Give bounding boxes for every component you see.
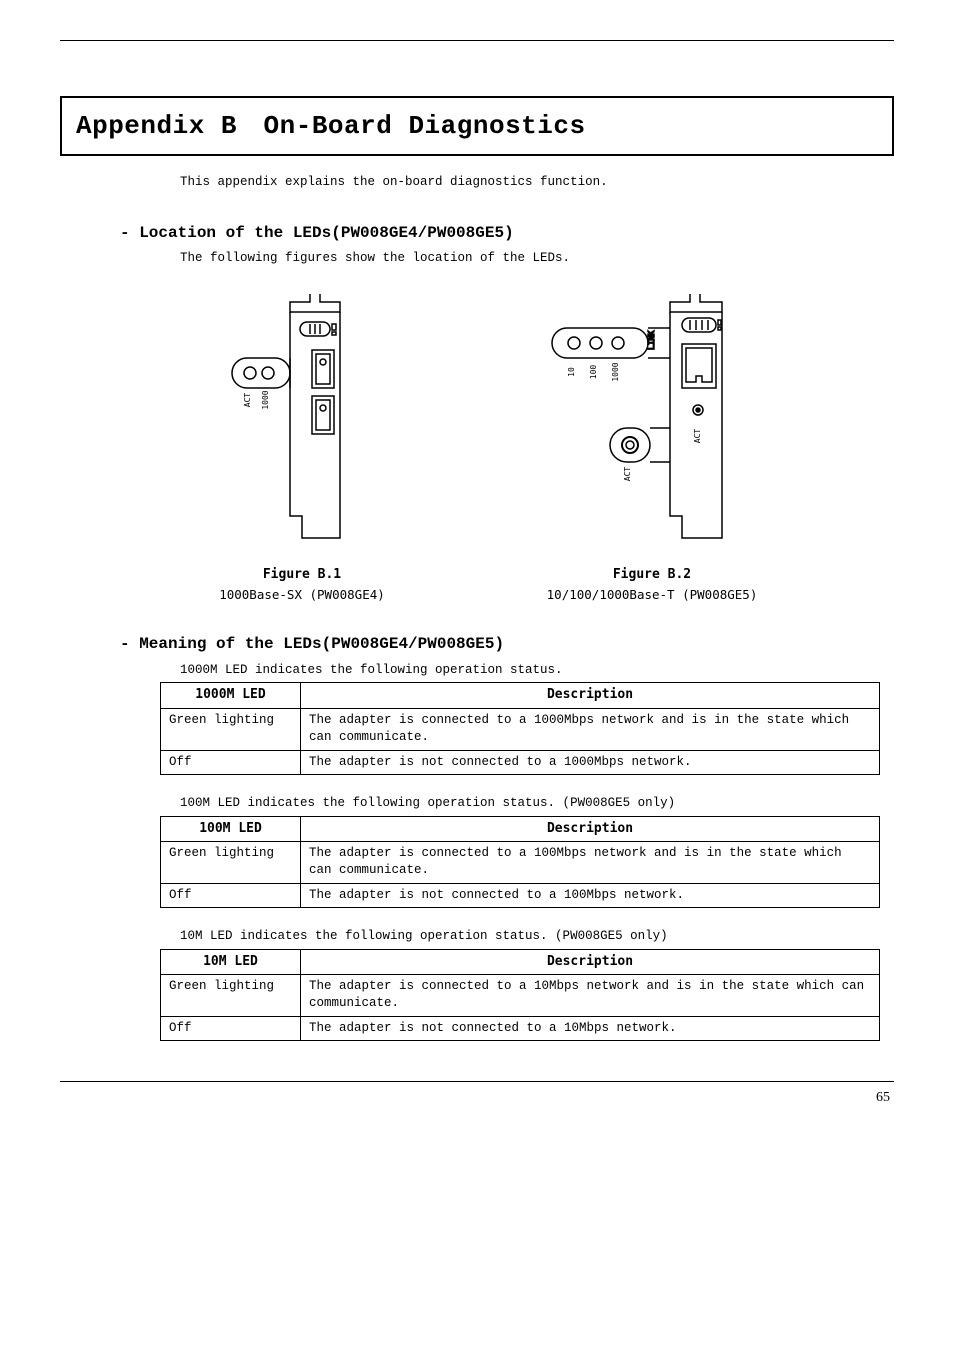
section-location-body: The following figures show the location … (180, 250, 894, 268)
t1000-intro: 1000M LED indicates the following operat… (180, 662, 894, 680)
caption-left: Figure B.1 1000Base-SX (PW008GE4) (172, 566, 432, 604)
t100-col1: 100M LED (161, 816, 301, 841)
figures-row: ACT 1000 LINK (60, 288, 894, 548)
table-row: Green lighting The adapter is connected … (161, 708, 880, 750)
svg-text:ACT: ACT (243, 392, 252, 407)
intro-text: This appendix explains the on-board diag… (180, 174, 894, 192)
section-meaning-heading: - Meaning of the LEDs(PW008GE4/PW008GE5) (120, 633, 894, 655)
appendix-title: Appendix B On-Board Diagnostics (76, 108, 878, 144)
t100-r0-desc: The adapter is connected to a 100Mbps ne… (301, 841, 880, 883)
t1000-col2: Description (301, 683, 880, 708)
svg-text:1000: 1000 (261, 390, 270, 409)
top-rule (60, 40, 894, 41)
svg-text:100: 100 (589, 364, 598, 379)
svg-text:ACT: ACT (623, 466, 632, 481)
table-row: Off The adapter is not connected to a 10… (161, 1016, 880, 1041)
caption-left-sub: 1000Base-SX (PW008GE4) (172, 586, 432, 604)
t10-r0-led: Green lighting (161, 974, 301, 1016)
caption-right: Figure B.2 10/100/1000Base-T (PW008GE5) (522, 566, 782, 604)
t10-col1: 10M LED (161, 949, 301, 974)
table-row: 10M LED Description (161, 949, 880, 974)
t10-r1-led: Off (161, 1016, 301, 1041)
t1000-r1-led: Off (161, 750, 301, 775)
caption-left-title: Figure B.1 (172, 566, 432, 584)
table-row: 100M LED Description (161, 816, 880, 841)
figure-b2-svg: LINK 10 (522, 288, 742, 548)
t10-col2: Description (301, 949, 880, 974)
t1000-table: 1000M LED Description Green lighting The… (160, 682, 880, 775)
table-row: Off The adapter is not connected to a 10… (161, 883, 880, 908)
svg-text:1000: 1000 (611, 362, 620, 381)
t1000-r0-desc: The adapter is connected to a 1000Mbps n… (301, 708, 880, 750)
t100-r0-led: Green lighting (161, 841, 301, 883)
figure-right: LINK 10 (522, 288, 742, 548)
t10-r0-desc: The adapter is connected to a 10Mbps net… (301, 974, 880, 1016)
t10-r1-desc: The adapter is not connected to a 10Mbps… (301, 1016, 880, 1041)
caption-right-title: Figure B.2 (522, 566, 782, 584)
table-row: 1000M LED Description (161, 683, 880, 708)
t100-r1-desc: The adapter is not connected to a 100Mbp… (301, 883, 880, 908)
t10-table: 10M LED Description Green lighting The a… (160, 949, 880, 1042)
table-row: Green lighting The adapter is connected … (161, 974, 880, 1016)
table-row: Off The adapter is not connected to a 10… (161, 750, 880, 775)
t100-r1-led: Off (161, 883, 301, 908)
t10-intro: 10M LED indicates the following operatio… (180, 928, 894, 946)
bottom-rule (60, 1081, 894, 1082)
t100-col2: Description (301, 816, 880, 841)
svg-text:10: 10 (567, 367, 576, 377)
page-number: 65 (60, 1088, 894, 1108)
t1000-r1-desc: The adapter is not connected to a 1000Mb… (301, 750, 880, 775)
appendix-title-box: Appendix B On-Board Diagnostics (60, 96, 894, 156)
figure-left: ACT 1000 (212, 288, 382, 548)
caption-right-sub: 10/100/1000Base-T (PW008GE5) (522, 586, 782, 604)
t100-table: 100M LED Description Green lighting The … (160, 816, 880, 909)
t100-intro: 100M LED indicates the following operati… (180, 795, 894, 813)
t1000-col1: 1000M LED (161, 683, 301, 708)
table-row: Green lighting The adapter is connected … (161, 841, 880, 883)
svg-text:LINK: LINK (647, 330, 656, 349)
figure-b1-svg: ACT 1000 (212, 288, 382, 548)
svg-text:ACT: ACT (693, 428, 702, 443)
section-location-heading: - Location of the LEDs(PW008GE4/PW008GE5… (120, 222, 894, 244)
figure-captions: Figure B.1 1000Base-SX (PW008GE4) Figure… (60, 566, 894, 604)
t1000-r0-led: Green lighting (161, 708, 301, 750)
